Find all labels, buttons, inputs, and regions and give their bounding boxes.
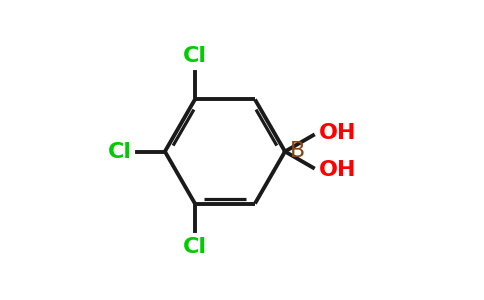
Text: Cl: Cl	[183, 46, 207, 66]
Text: Cl: Cl	[107, 142, 131, 161]
Text: B: B	[289, 141, 305, 161]
Text: OH: OH	[319, 160, 356, 180]
Text: OH: OH	[319, 123, 356, 143]
Text: Cl: Cl	[183, 237, 207, 257]
